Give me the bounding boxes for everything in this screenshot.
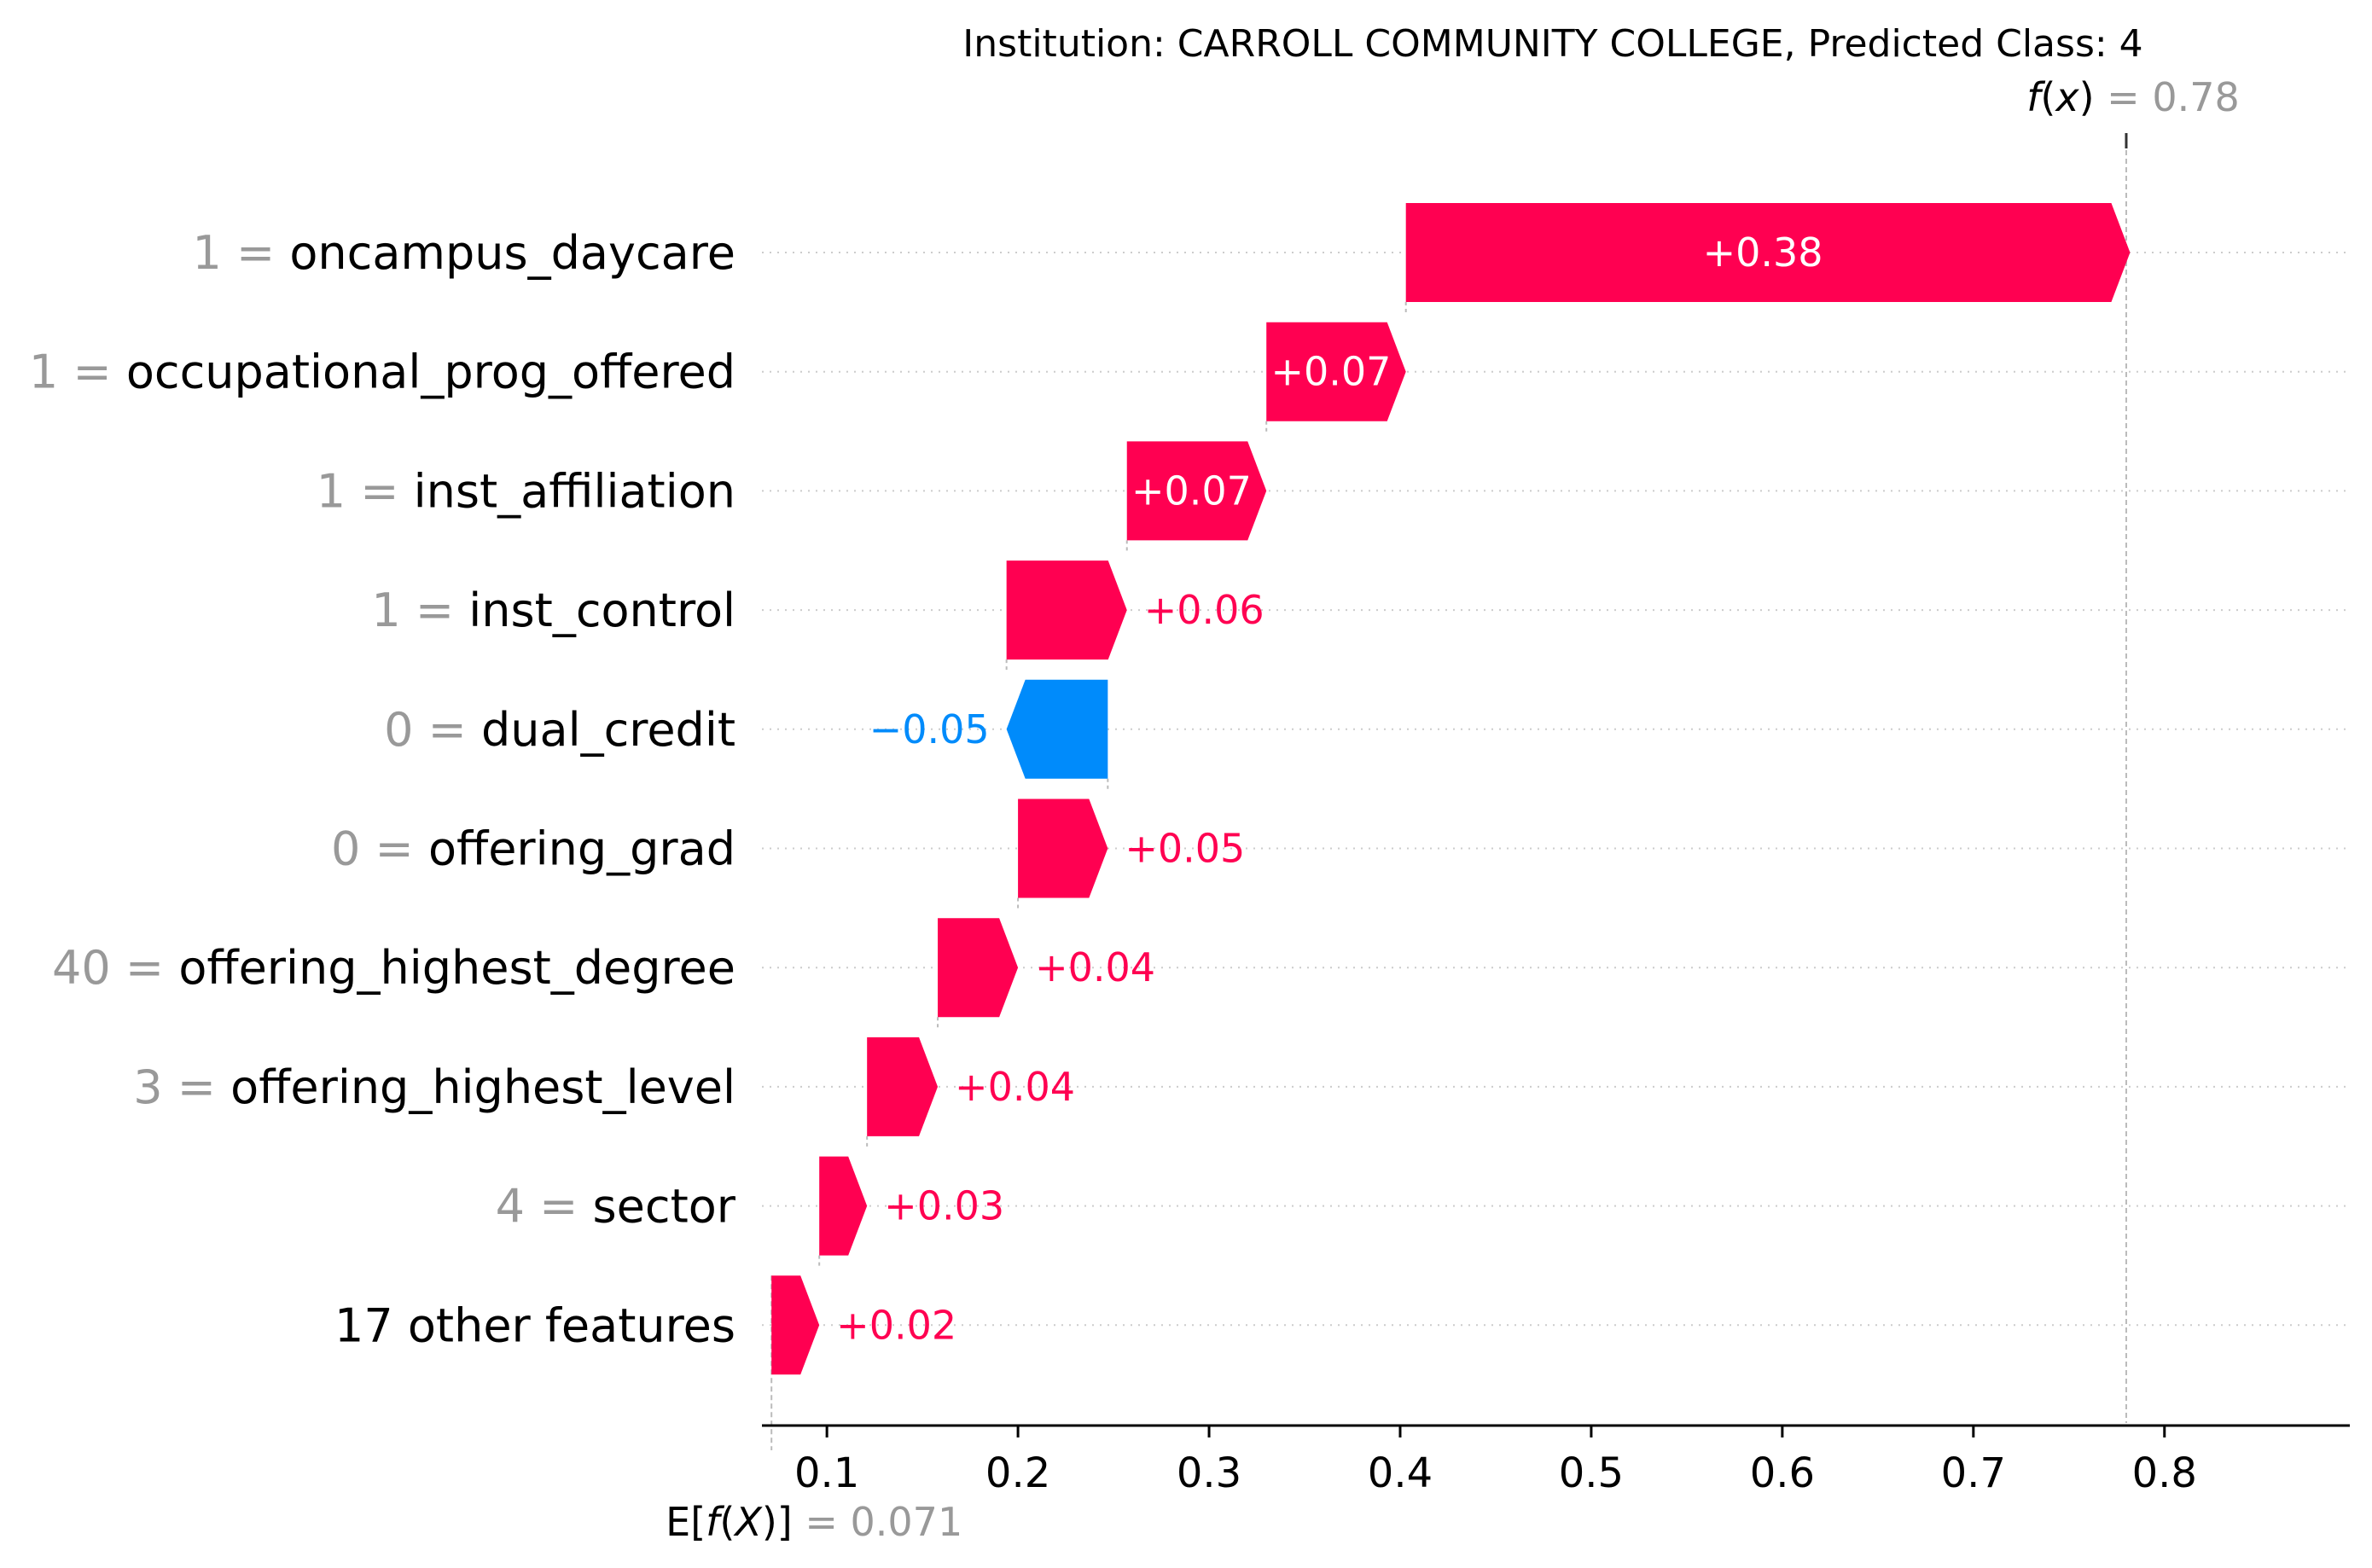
- feature-label: 1 = occupational_prog_offered: [29, 346, 735, 399]
- equals-sign: =: [346, 464, 414, 518]
- equals-sign: =: [222, 226, 290, 280]
- feature-label: 4 = sector: [496, 1180, 736, 1234]
- x-axis: 0.1 0.2 0.3 0.4 0.5 0.6 0.7 0.8: [762, 1424, 2350, 1497]
- feature-name: oncampus_daycare: [289, 226, 735, 280]
- feature-value: 1: [29, 346, 58, 399]
- bar-layer: [771, 203, 2131, 1375]
- contribution-label: +0.06: [1144, 587, 1264, 633]
- feature-value: 40: [52, 941, 111, 995]
- fx-equals: =: [2095, 74, 2153, 120]
- feature-name: inst_control: [468, 584, 735, 637]
- feature-name: occupational_prog_offered: [126, 346, 735, 399]
- contribution-label: +0.07: [1131, 467, 1252, 514]
- equals-sign: =: [401, 584, 469, 637]
- base-paren-open: (: [719, 1499, 735, 1545]
- waterfall-bar: [1006, 679, 1108, 779]
- feature-label: 1 = inst_affiliation: [317, 464, 735, 518]
- base-value-label: E[f(X)] = 0.071: [666, 1499, 962, 1545]
- waterfall-bar: [1018, 799, 1108, 898]
- waterfall-bar: [1266, 322, 1406, 421]
- feature-name: offering_highest_degree: [178, 941, 735, 995]
- x-tick-label: 0.1: [794, 1449, 859, 1497]
- contribution-label: +0.38: [1703, 229, 1823, 276]
- contribution-label: −0.05: [869, 706, 990, 752]
- contribution-label: +0.05: [1125, 826, 1245, 872]
- feature-name: sector: [593, 1180, 736, 1234]
- fx-var: x: [2054, 74, 2079, 120]
- label-layer: +0.38 1 = oncampus_daycare +0.07 1 = occupa…: [29, 74, 2240, 1545]
- feature-name: 17 other features: [334, 1298, 735, 1352]
- feature-value: 4: [496, 1180, 525, 1234]
- equals-sign: =: [163, 1060, 231, 1114]
- feature-name: offering_highest_level: [230, 1060, 735, 1114]
- chart-title: Institution: CARROLL COMMUNITY COLLEGE, …: [962, 22, 2142, 66]
- feature-name: offering_grad: [428, 822, 735, 876]
- contribution-label: +0.03: [884, 1183, 1004, 1229]
- feature-value: 0: [331, 822, 360, 876]
- feature-value: 0: [384, 703, 413, 757]
- base-value: 0.071: [851, 1499, 963, 1545]
- contribution-label: +0.02: [836, 1302, 956, 1348]
- feature-value: 3: [133, 1060, 162, 1114]
- feature-name: inst_affiliation: [414, 464, 735, 518]
- waterfall-bar: [1006, 560, 1127, 660]
- equals-sign: =: [525, 1180, 593, 1234]
- contribution-label: +0.04: [955, 1064, 1075, 1110]
- waterfall-bar: [819, 1156, 868, 1256]
- x-tick-label: 0.8: [2132, 1449, 2197, 1497]
- equals-sign: =: [58, 346, 126, 399]
- feature-label: 1 = inst_control: [371, 584, 735, 637]
- fx-paren-open: (: [2040, 74, 2055, 120]
- waterfall-bar: [1126, 441, 1267, 541]
- feature-label: 17 other features: [334, 1298, 735, 1352]
- feature-label: 40 = offering_highest_degree: [52, 941, 735, 995]
- feature-label: 1 = oncampus_daycare: [192, 226, 735, 280]
- fx-value: 0.78: [2152, 74, 2239, 120]
- feature-label: 0 = offering_grad: [331, 822, 735, 876]
- x-tick-label: 0.3: [1177, 1449, 1241, 1497]
- x-tick-label: 0.6: [1750, 1449, 1815, 1497]
- feature-label: 3 = offering_highest_level: [133, 1060, 735, 1114]
- x-tick-label: 0.5: [1559, 1449, 1624, 1497]
- equals-sign: =: [111, 941, 179, 995]
- base-equals: =: [793, 1499, 851, 1545]
- contribution-label: +0.07: [1270, 349, 1391, 395]
- fx-label: f(x) = 0.78: [2026, 74, 2240, 120]
- feature-name: dual_credit: [481, 703, 735, 757]
- base-paren-close: )]: [762, 1499, 793, 1545]
- waterfall-bar: [938, 918, 1019, 1018]
- base-var: X: [733, 1499, 763, 1545]
- waterfall-bar: [1405, 203, 2131, 302]
- equals-sign: =: [360, 822, 428, 876]
- feature-label: 0 = dual_credit: [384, 703, 735, 757]
- feature-value: 1: [192, 226, 221, 280]
- x-tick-label: 0.2: [985, 1449, 1050, 1497]
- x-tick-label: 0.7: [1941, 1449, 2006, 1497]
- base-prefix: E[: [666, 1499, 706, 1545]
- x-tick-label: 0.4: [1368, 1449, 1433, 1497]
- fx-paren-close: ): [2079, 74, 2095, 120]
- feature-value: 1: [371, 584, 400, 637]
- grid-layer: [762, 133, 2350, 1450]
- contribution-label: +0.04: [1035, 944, 1155, 990]
- waterfall-bar: [771, 1275, 820, 1375]
- waterfall-bar: [867, 1037, 939, 1136]
- feature-value: 1: [317, 464, 346, 518]
- equals-sign: =: [413, 703, 481, 757]
